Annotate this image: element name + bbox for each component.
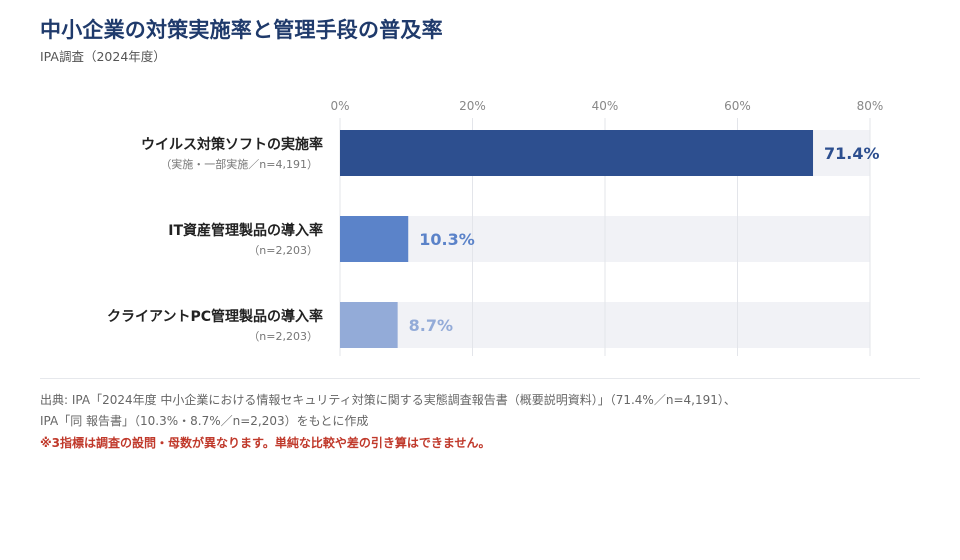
x-tick-label: 0% bbox=[330, 99, 349, 113]
category-label: ウイルス対策ソフトの実施率 bbox=[141, 136, 323, 153]
source-line-2: IPA「同 報告書」（10.3%・8.7%／n=2,203）をもとに作成 bbox=[40, 414, 369, 428]
x-tick-label: 40% bbox=[592, 99, 619, 113]
category-label: クライアントPC管理製品の導入率 bbox=[107, 308, 323, 325]
data-label: 10.3% bbox=[419, 230, 475, 249]
x-tick-label: 60% bbox=[724, 99, 751, 113]
category-sublabel: （n=2,203） bbox=[248, 330, 318, 343]
x-tick-label: 80% bbox=[857, 99, 884, 113]
x-tick-label: 20% bbox=[459, 99, 486, 113]
chart-subtitle: IPA調査（2024年度） bbox=[40, 49, 166, 64]
bar bbox=[340, 216, 409, 262]
data-label: 8.7% bbox=[409, 316, 453, 335]
bar bbox=[340, 130, 814, 176]
bar-chart: 0% 20% 40% 60% 80% ウイルス対策ソフトの実施率 （実施・一部実施／n=4,… bbox=[107, 99, 884, 356]
divider bbox=[40, 378, 920, 379]
category-sublabel: （n=2,203） bbox=[248, 244, 318, 257]
source-note: 出典: IPA「2024年度 中小企業における情報セキュリティ対策に関する実態調… bbox=[40, 390, 920, 432]
source-line-1: 出典: IPA「2024年度 中小企業における情報セキュリティ対策に関する実態調… bbox=[40, 393, 736, 407]
data-label: 71.4% bbox=[824, 144, 880, 163]
category-sublabel: （実施・一部実施／n=4,191） bbox=[160, 157, 318, 171]
comparison-warning: ※3指標は調査の設問・母数が異なります。単純な比較や差の引き算はできません。 bbox=[40, 436, 491, 450]
category-label: IT資産管理製品の導入率 bbox=[168, 222, 323, 239]
bar bbox=[340, 302, 398, 348]
chart-title: 中小企業の対策実施率と管理手段の普及率 bbox=[40, 18, 443, 42]
